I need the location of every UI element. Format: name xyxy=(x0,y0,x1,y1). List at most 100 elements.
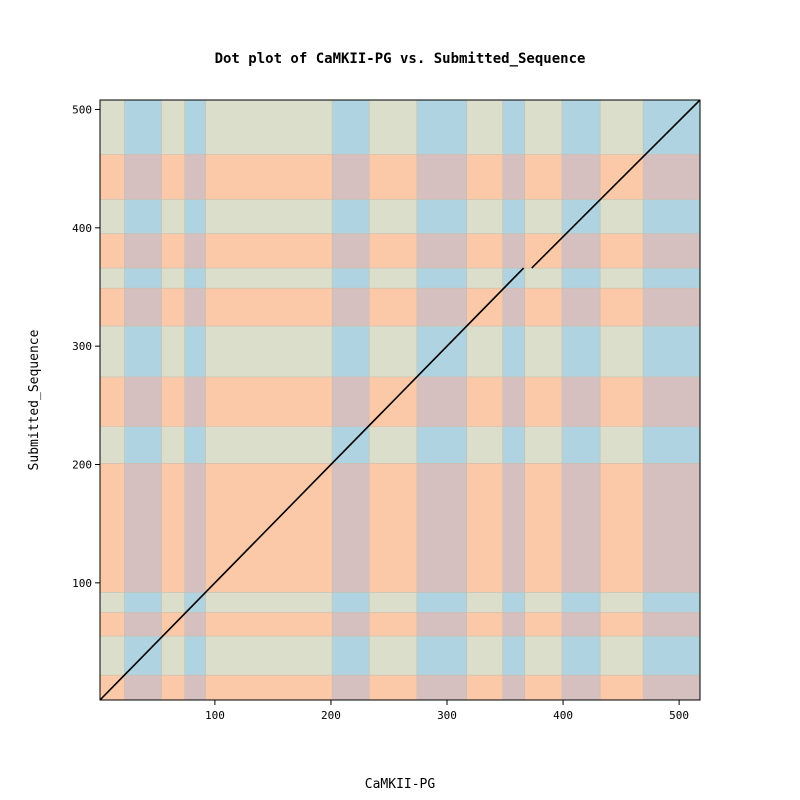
band-cell-4-13 xyxy=(205,100,333,155)
band-cell-13-1 xyxy=(643,636,700,676)
band-cell-13-4 xyxy=(643,463,700,593)
band-cell-12-3 xyxy=(600,592,644,613)
band-cell-1-13 xyxy=(124,100,162,155)
y-tick-label-4: 500 xyxy=(72,103,92,116)
band-cell-13-3 xyxy=(643,592,700,613)
band-cell-3-10 xyxy=(184,233,206,269)
band-cell-9-2 xyxy=(502,612,525,637)
band-cell-11-12 xyxy=(561,154,601,200)
band-cell-8-6 xyxy=(466,376,503,427)
band-cell-13-10 xyxy=(643,233,700,269)
x-tick-label-4: 500 xyxy=(669,709,689,722)
x-tick-label-3: 400 xyxy=(553,709,573,722)
band-cell-5-4 xyxy=(332,463,370,593)
band-cell-6-10 xyxy=(369,233,417,269)
band-cell-2-4 xyxy=(161,463,185,593)
band-cell-2-7 xyxy=(161,326,185,377)
band-cell-6-5 xyxy=(369,426,417,464)
band-cell-10-6 xyxy=(524,376,562,427)
band-cell-7-12 xyxy=(416,154,467,200)
band-cell-10-4 xyxy=(524,463,562,593)
band-cell-5-11 xyxy=(332,199,370,234)
band-cell-4-1 xyxy=(205,636,333,676)
band-cell-0-12 xyxy=(100,154,125,200)
band-cell-6-0 xyxy=(369,675,417,700)
band-cell-3-9 xyxy=(184,268,206,289)
band-cell-2-11 xyxy=(161,199,185,234)
band-cell-12-10 xyxy=(600,233,644,269)
plot-area xyxy=(99,99,701,701)
band-cell-0-6 xyxy=(100,376,125,427)
band-cell-6-4 xyxy=(369,463,417,593)
band-cell-8-12 xyxy=(466,154,503,200)
band-cell-0-1 xyxy=(100,636,125,676)
band-cell-13-7 xyxy=(643,326,700,377)
band-cell-2-5 xyxy=(161,426,185,464)
band-cell-10-7 xyxy=(524,326,562,377)
band-cell-4-8 xyxy=(205,288,333,327)
band-cell-3-11 xyxy=(184,199,206,234)
band-cell-7-9 xyxy=(416,268,467,289)
band-cell-8-1 xyxy=(466,636,503,676)
band-cell-3-1 xyxy=(184,636,206,676)
band-cell-9-10 xyxy=(502,233,525,269)
band-cell-9-4 xyxy=(502,463,525,593)
band-cell-10-9 xyxy=(524,268,562,289)
band-cell-12-0 xyxy=(600,675,644,700)
band-cell-13-9 xyxy=(643,268,700,289)
band-cell-2-6 xyxy=(161,376,185,427)
band-cell-8-3 xyxy=(466,592,503,613)
band-cell-4-3 xyxy=(205,592,333,613)
band-cell-11-9 xyxy=(561,268,601,289)
y-tick-label-1: 200 xyxy=(72,458,92,471)
band-cell-11-10 xyxy=(561,233,601,269)
band-cell-12-7 xyxy=(600,326,644,377)
alignment-series xyxy=(99,99,701,701)
band-cell-3-8 xyxy=(184,288,206,327)
band-cell-6-8 xyxy=(369,288,417,327)
band-cell-6-12 xyxy=(369,154,417,200)
band-cell-7-13 xyxy=(416,100,467,155)
band-cell-3-5 xyxy=(184,426,206,464)
band-cell-12-9 xyxy=(600,268,644,289)
band-cell-1-10 xyxy=(124,233,162,269)
band-cell-5-6 xyxy=(332,376,370,427)
band-cell-11-4 xyxy=(561,463,601,593)
band-cell-11-13 xyxy=(561,100,601,155)
band-cell-7-11 xyxy=(416,199,467,234)
band-cell-8-2 xyxy=(466,612,503,637)
band-cell-10-0 xyxy=(524,675,562,700)
band-cell-4-10 xyxy=(205,233,333,269)
band-cell-11-1 xyxy=(561,636,601,676)
band-cell-0-4 xyxy=(100,463,125,593)
band-cell-1-6 xyxy=(124,376,162,427)
band-cell-8-13 xyxy=(466,100,503,155)
band-cell-4-6 xyxy=(205,376,333,427)
band-cell-3-2 xyxy=(184,612,206,637)
band-cell-10-12 xyxy=(524,154,562,200)
band-cell-8-4 xyxy=(466,463,503,593)
alignment-segment-0-0 xyxy=(99,267,525,701)
band-cell-10-8 xyxy=(524,288,562,327)
y-tick-label-2: 300 xyxy=(72,340,92,353)
band-cell-3-12 xyxy=(184,154,206,200)
band-cell-0-9 xyxy=(100,268,125,289)
band-cell-1-3 xyxy=(124,592,162,613)
band-cell-5-9 xyxy=(332,268,370,289)
band-cell-6-3 xyxy=(369,592,417,613)
band-cell-13-11 xyxy=(643,199,700,234)
band-cell-0-13 xyxy=(100,100,125,155)
x-axis-label: CaMKII-PG xyxy=(365,777,436,792)
band-cell-13-6 xyxy=(643,376,700,427)
band-cell-13-2 xyxy=(643,612,700,637)
band-cell-10-1 xyxy=(524,636,562,676)
band-cell-7-10 xyxy=(416,233,467,269)
band-cell-3-6 xyxy=(184,376,206,427)
band-cell-9-0 xyxy=(502,675,525,700)
band-cell-5-8 xyxy=(332,288,370,327)
band-cell-10-13 xyxy=(524,100,562,155)
band-cell-10-5 xyxy=(524,426,562,464)
band-cell-6-1 xyxy=(369,636,417,676)
band-cell-9-5 xyxy=(502,426,525,464)
